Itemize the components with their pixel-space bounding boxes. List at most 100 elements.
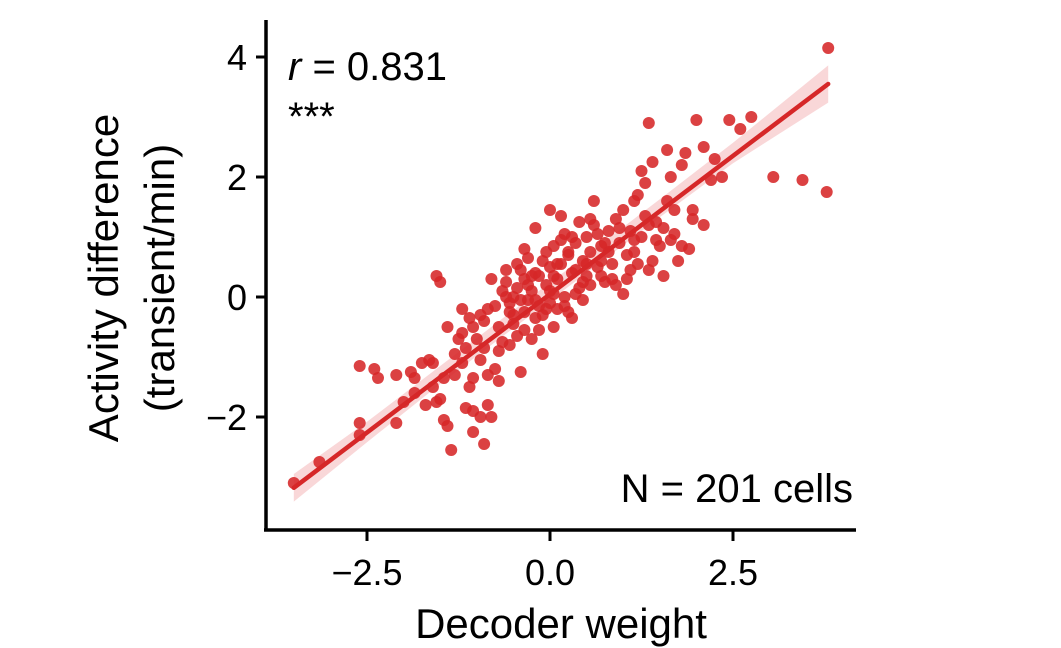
data-point (697, 141, 710, 153)
data-point (657, 270, 670, 282)
data-point (562, 249, 575, 261)
data-point (598, 237, 611, 249)
data-point (529, 312, 542, 324)
data-point (609, 213, 622, 225)
data-point (525, 333, 538, 345)
data-point (602, 225, 615, 237)
data-point (474, 354, 487, 366)
y-tick-label: 2 (227, 157, 247, 198)
data-point (686, 204, 699, 216)
data-point (822, 42, 835, 54)
data-point (628, 234, 641, 246)
data-point (672, 255, 685, 267)
data-point (555, 234, 567, 246)
data-point (668, 204, 681, 216)
data-point (595, 270, 608, 282)
data-point (587, 195, 600, 207)
data-point (617, 288, 630, 300)
regression-line (291, 81, 831, 491)
data-point (445, 444, 458, 456)
data-point (496, 336, 509, 348)
data-point (606, 273, 619, 285)
data-point (390, 417, 403, 429)
significance-annotation: *** (288, 95, 335, 139)
data-point (430, 396, 443, 408)
data-point (661, 144, 674, 156)
data-point (551, 258, 564, 270)
data-point (478, 438, 491, 450)
y-axis-label-line2: (transient/min) (136, 144, 183, 412)
data-point (745, 111, 758, 123)
data-point (525, 285, 538, 297)
data-point (474, 411, 487, 423)
data-point (657, 222, 670, 234)
data-point (697, 219, 710, 231)
data-point (492, 375, 505, 387)
data-point (576, 294, 589, 306)
data-point (646, 156, 659, 168)
data-point (452, 333, 465, 345)
data-point (734, 123, 747, 135)
data-point (544, 204, 556, 216)
data-point (820, 186, 833, 198)
data-point (533, 324, 545, 336)
data-point (423, 354, 436, 366)
data-point (390, 369, 403, 381)
x-tick-label: −2.5 (331, 552, 402, 593)
x-tick-label: 2.5 (708, 552, 758, 593)
data-point (500, 264, 513, 276)
data-point (573, 216, 586, 228)
data-point (514, 264, 527, 276)
data-point (642, 117, 655, 129)
data-point (584, 246, 597, 258)
data-point (529, 222, 542, 234)
data-point (580, 231, 593, 243)
data-point (566, 231, 578, 243)
data-point (536, 348, 549, 360)
data-point (372, 372, 384, 384)
data-point (459, 342, 472, 354)
data-point (463, 312, 476, 324)
data-point (639, 177, 652, 189)
x-tick-label: 0.0 (525, 552, 575, 593)
data-point (686, 213, 699, 225)
y-axis-label-line1: Activity difference (80, 114, 127, 442)
data-point (540, 303, 553, 315)
data-point (767, 171, 780, 183)
data-point (631, 189, 644, 201)
data-point (353, 417, 366, 429)
data-point (467, 372, 480, 384)
data-point (642, 264, 655, 276)
points-layer (287, 42, 835, 489)
data-point (675, 159, 688, 171)
data-point (723, 114, 736, 126)
data-point (511, 282, 524, 294)
data-point (628, 246, 641, 258)
sample-size-annotation: N = 201 cells (621, 467, 853, 511)
data-point (708, 153, 721, 165)
data-point (540, 246, 553, 258)
data-point (518, 273, 531, 285)
data-point (503, 306, 516, 318)
data-point (716, 171, 728, 183)
data-point (492, 345, 505, 357)
data-point (448, 348, 461, 360)
data-point (650, 234, 663, 246)
y-tick-label: −2 (206, 397, 247, 438)
correlation-symbol: r (288, 45, 303, 89)
data-point (624, 264, 637, 276)
data-point (514, 366, 527, 378)
data-point (463, 381, 476, 393)
data-point (796, 174, 809, 186)
data-point (500, 276, 513, 288)
data-point (613, 222, 626, 234)
data-point (478, 315, 491, 327)
data-point (408, 372, 421, 384)
data-point (591, 228, 604, 240)
data-point (456, 303, 469, 315)
data-point (617, 204, 630, 216)
data-point (547, 321, 560, 333)
data-point (441, 321, 454, 333)
data-point (481, 399, 494, 411)
